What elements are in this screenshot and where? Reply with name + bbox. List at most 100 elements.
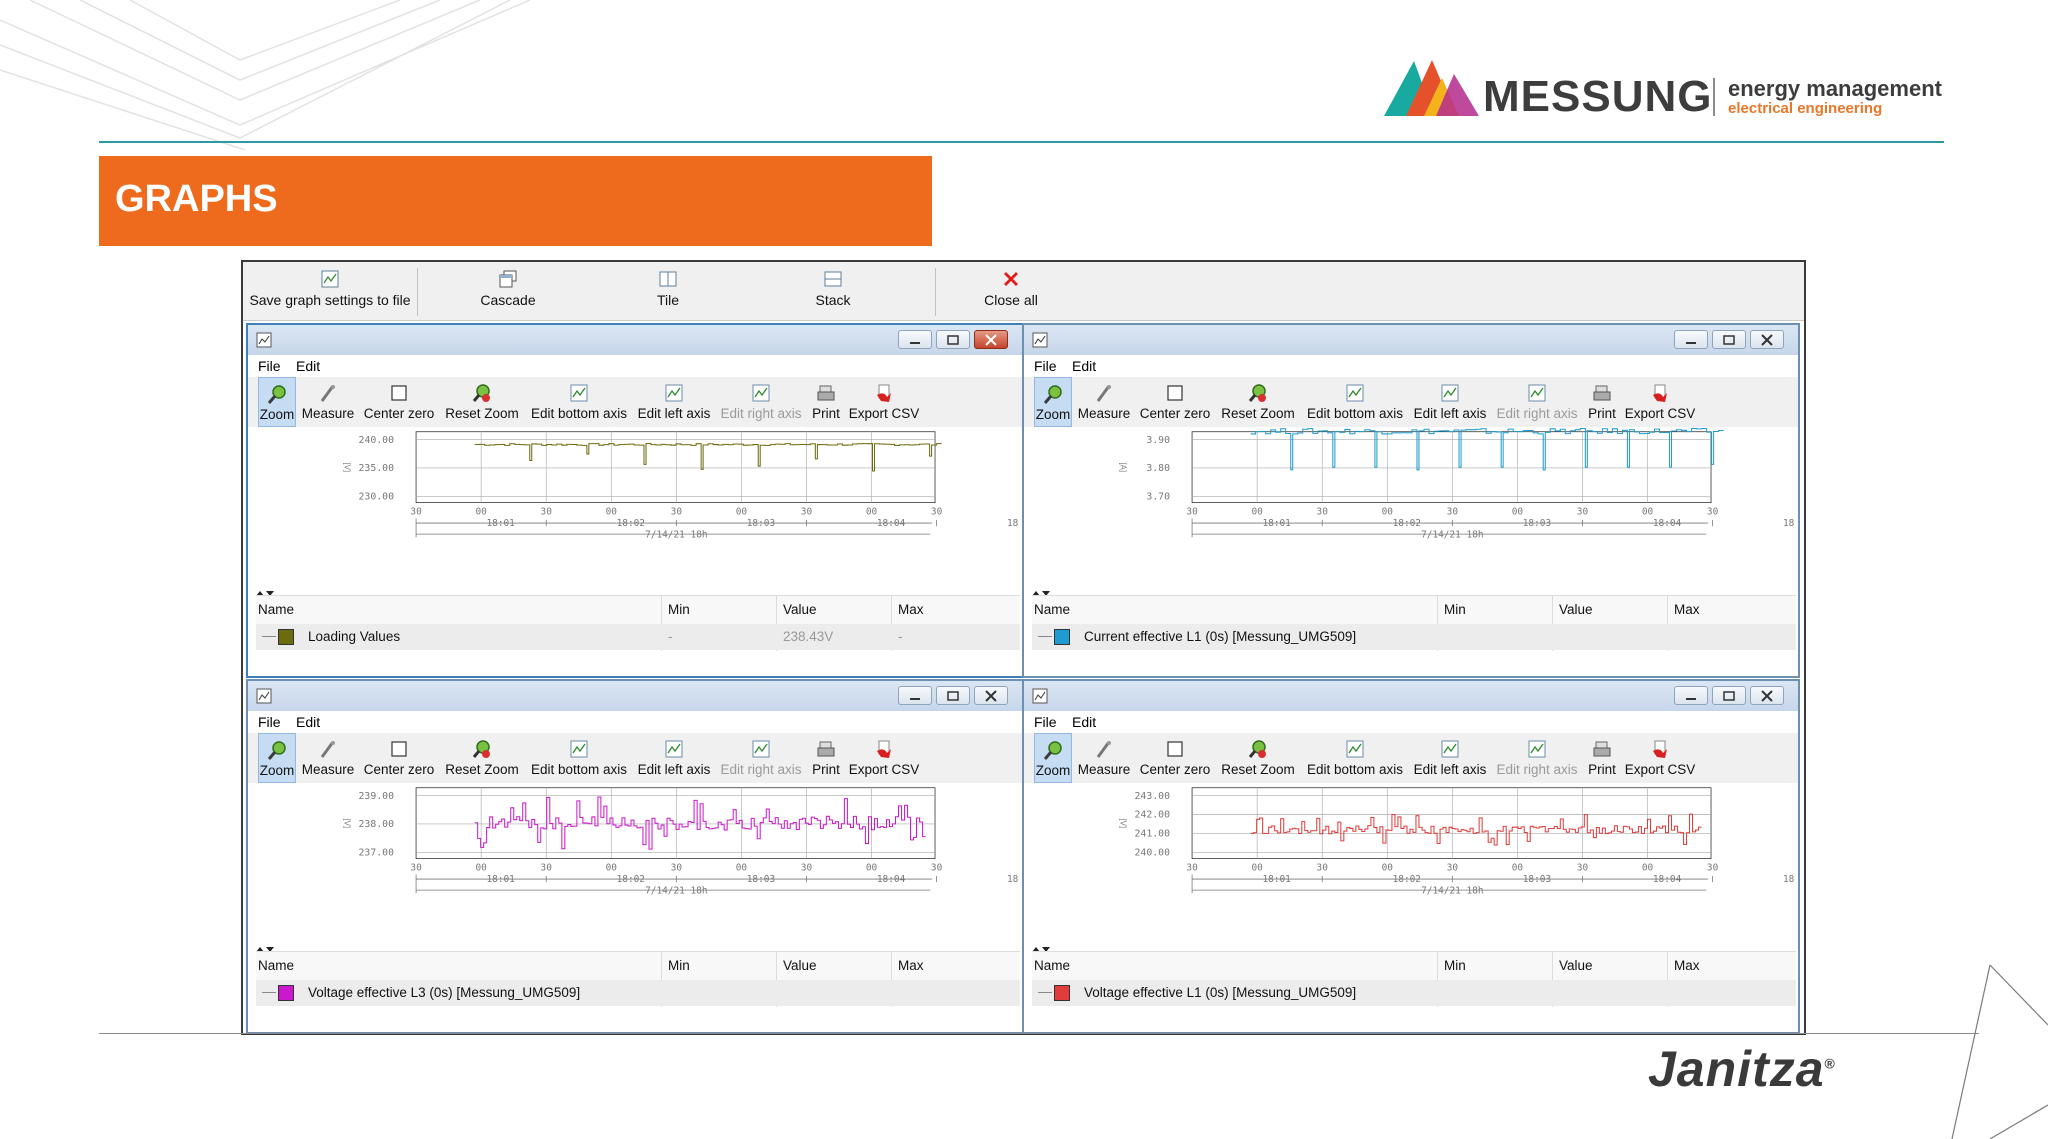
reset-zoom-button[interactable]: Reset Zoom	[440, 733, 524, 783]
splitter-handle[interactable]	[1024, 941, 1798, 952]
menu-edit[interactable]: Edit	[1072, 714, 1097, 730]
line-chart[interactable]: 30 00 30 00 30 00 30 00 30 3.90 3.80 3.70 [A] 18:01 18…	[1028, 427, 1794, 553]
save-graph-settings-button[interactable]: Save graph settings to file	[245, 262, 415, 320]
series-color-swatch[interactable]	[278, 985, 294, 1001]
close-all-button[interactable]: Close all	[961, 262, 1061, 320]
tile-label: Tile	[656, 292, 680, 308]
center-zero-toggle-label: Center zero	[363, 406, 435, 421]
graph-window[interactable]: File Edit Zoom Measure Center zero Reset …	[246, 679, 1024, 1034]
zoom-button[interactable]: Zoom	[1034, 733, 1072, 783]
edit-bottom-axis-button[interactable]: Edit bottom axis	[526, 377, 632, 427]
measure-button[interactable]: Measure	[298, 733, 358, 783]
close-window-button[interactable]	[974, 686, 1008, 705]
edit-bottom-axis-button-label: Edit bottom axis	[1306, 406, 1404, 421]
legend-row[interactable]: Loading Values - 238.43V -	[256, 624, 1020, 650]
maximize-button[interactable]	[936, 330, 970, 349]
x-tick-label: 00	[866, 862, 878, 873]
zoom-button[interactable]: Zoom	[258, 733, 296, 783]
window-titlebar[interactable]	[1024, 325, 1798, 355]
janitza-logo: Janitza®	[1648, 1040, 1836, 1098]
maximize-button[interactable]	[936, 686, 970, 705]
center-zero-toggle[interactable]: Center zero	[360, 377, 438, 427]
tile-button[interactable]: Tile	[623, 262, 713, 320]
minimize-icon	[1686, 342, 1696, 344]
close-window-button[interactable]	[974, 330, 1008, 349]
legend-header-name: Name	[1034, 602, 1071, 617]
edit-left-axis-button[interactable]: Edit left axis	[1410, 377, 1490, 427]
print-icon	[1593, 741, 1611, 757]
save-graph-settings-label: Save graph settings to file	[249, 292, 411, 308]
close-window-button[interactable]	[1750, 686, 1784, 705]
splitter-handle[interactable]	[248, 941, 1022, 952]
series-color-swatch[interactable]	[1054, 985, 1070, 1001]
print-button[interactable]: Print	[1584, 377, 1620, 427]
graph-window[interactable]: File Edit Zoom Measure Center zero Reset …	[1022, 323, 1800, 678]
export-csv-button[interactable]: Export CSV	[1622, 733, 1698, 783]
menu-file[interactable]: File	[258, 358, 281, 374]
graph-window[interactable]: File Edit Zoom Measure Center zero Reset …	[1022, 679, 1800, 1034]
minimize-button[interactable]	[1674, 330, 1708, 349]
minimize-button[interactable]	[1674, 686, 1708, 705]
close-window-button[interactable]	[1750, 330, 1784, 349]
menu-file[interactable]: File	[1034, 714, 1057, 730]
reset-zoom-button[interactable]: Reset Zoom	[440, 377, 524, 427]
splitter-handle[interactable]	[1024, 585, 1798, 596]
edit-left-axis-button[interactable]: Edit left axis	[634, 733, 714, 783]
edit-bottom-axis-button[interactable]: Edit bottom axis	[1302, 377, 1408, 427]
center-zero-toggle[interactable]: Center zero	[1136, 377, 1214, 427]
minimize-button[interactable]	[898, 330, 932, 349]
zoom-button[interactable]: Zoom	[258, 377, 296, 427]
graph-window[interactable]: File Edit Zoom Measure Center zero Reset …	[246, 323, 1024, 678]
edit-right-axis-button[interactable]: Edit right axis	[716, 377, 806, 427]
legend-row[interactable]: Voltage effective L3 (0s) [Messung_UMG50…	[256, 980, 1020, 1006]
edit-left-axis-button[interactable]: Edit left axis	[634, 377, 714, 427]
stack-label: Stack	[815, 292, 851, 308]
reset-zoom-button[interactable]: Reset Zoom	[1216, 377, 1300, 427]
cascade-button[interactable]: Cascade	[453, 262, 563, 320]
decorative-triangle	[1951, 964, 2048, 1139]
export-csv-button[interactable]: Export CSV	[846, 377, 922, 427]
print-button[interactable]: Print	[1584, 733, 1620, 783]
stack-button[interactable]: Stack	[788, 262, 878, 320]
legend-row[interactable]: Current effective L1 (0s) [Messung_UMG50…	[1032, 624, 1796, 650]
measure-button[interactable]: Measure	[1074, 733, 1134, 783]
edit-right-axis-button[interactable]: Edit right axis	[716, 733, 806, 783]
menu-edit[interactable]: Edit	[296, 714, 321, 730]
center-zero-toggle[interactable]: Center zero	[360, 733, 438, 783]
maximize-button[interactable]	[1712, 330, 1746, 349]
series-color-swatch[interactable]	[1054, 629, 1070, 645]
edit-bottom-axis-button[interactable]: Edit bottom axis	[1302, 733, 1408, 783]
window-titlebar[interactable]	[248, 681, 1022, 711]
window-app-icon	[256, 688, 272, 704]
splitter-handle[interactable]	[248, 585, 1022, 596]
print-button[interactable]: Print	[808, 377, 844, 427]
measure-button[interactable]: Measure	[1074, 377, 1134, 427]
menu-file[interactable]: File	[1034, 358, 1057, 374]
edit-left-axis-button[interactable]: Edit left axis	[1410, 733, 1490, 783]
reset-zoom-button[interactable]: Reset Zoom	[1216, 733, 1300, 783]
legend-table: Name Min Value Max Voltage effective L3 …	[256, 951, 1020, 1013]
measure-button[interactable]: Measure	[298, 377, 358, 427]
reset-zoom-icon	[1248, 384, 1266, 402]
maximize-button[interactable]	[1712, 686, 1746, 705]
line-chart[interactable]: 30 00 30 00 30 00 30 00 30 240.00 235.00 230.00 [V] 1…	[252, 427, 1018, 553]
window-titlebar[interactable]	[1024, 681, 1798, 711]
menu-edit[interactable]: Edit	[296, 358, 321, 374]
zoom-button[interactable]: Zoom	[1034, 377, 1072, 427]
series-color-swatch[interactable]	[278, 629, 294, 645]
center-zero-toggle[interactable]: Center zero	[1136, 733, 1214, 783]
minimize-button[interactable]	[898, 686, 932, 705]
line-chart[interactable]: 30 00 30 00 30 00 30 00 30 239.00 238.00 237.00 [V] 1…	[252, 783, 1018, 909]
export-csv-button[interactable]: Export CSV	[846, 733, 922, 783]
window-titlebar[interactable]	[248, 325, 1022, 355]
print-button[interactable]: Print	[808, 733, 844, 783]
legend-row[interactable]: Voltage effective L1 (0s) [Messung_UMG50…	[1032, 980, 1796, 1006]
menu-file[interactable]: File	[258, 714, 281, 730]
menu-edit[interactable]: Edit	[1072, 358, 1097, 374]
footer-rule	[99, 1033, 1979, 1034]
line-chart[interactable]: 30 00 30 00 30 00 30 00 30 243.00 242.00 241.00 240.…	[1028, 783, 1794, 909]
edit-right-axis-button[interactable]: Edit right axis	[1492, 733, 1582, 783]
edit-right-axis-button[interactable]: Edit right axis	[1492, 377, 1582, 427]
export-csv-button[interactable]: Export CSV	[1622, 377, 1698, 427]
edit-bottom-axis-button[interactable]: Edit bottom axis	[526, 733, 632, 783]
